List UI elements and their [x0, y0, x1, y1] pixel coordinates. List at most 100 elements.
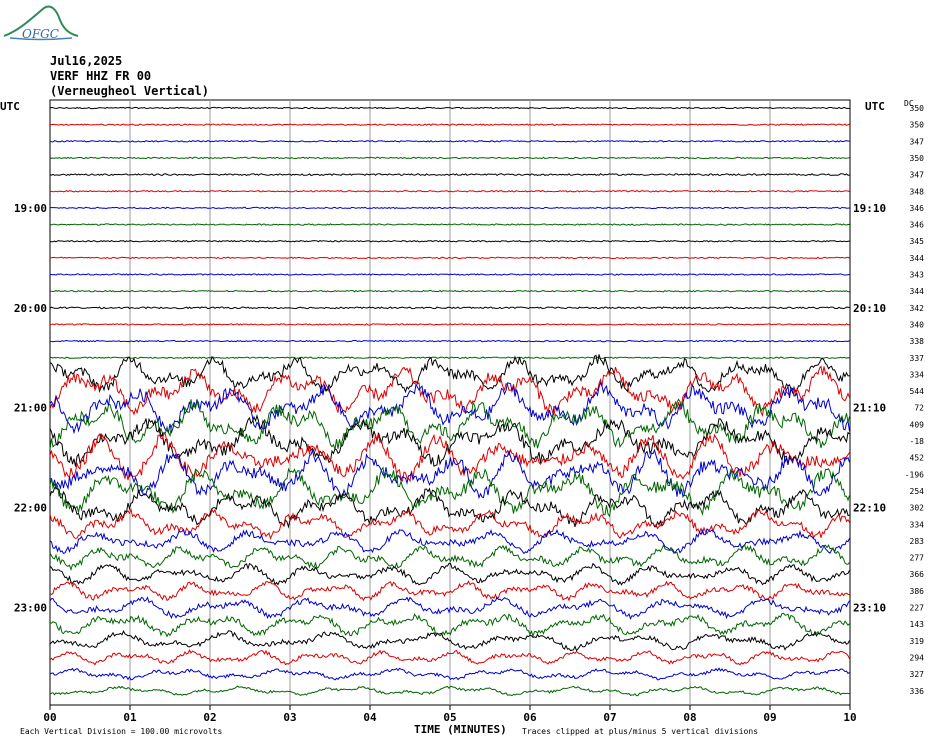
hour-label-right-2110: 21:10 [853, 402, 886, 415]
x-tick-label-09: 09 [763, 711, 776, 724]
trace-row-14 [49, 339, 850, 343]
trace-row-11 [50, 289, 850, 293]
trace-row-34 [49, 667, 850, 681]
trace-row-28 [49, 562, 850, 586]
x-tick-label-01: 01 [123, 711, 137, 724]
dc-offset-18: 72 [914, 404, 924, 413]
dc-offset-19: 409 [910, 420, 925, 429]
trace-row-22 [49, 448, 850, 500]
hour-label-left-2000: 20:00 [14, 302, 47, 315]
trace-row-5 [49, 189, 850, 193]
dc-offset-17: 544 [910, 387, 925, 396]
trace-row-26 [49, 528, 850, 555]
x-axis-label: TIME (MINUTES) [414, 723, 507, 736]
dc-offset-14: 338 [910, 337, 925, 346]
clip-note: Traces clipped at plus/minus 5 vertical … [522, 727, 759, 736]
trace-row-20 [49, 414, 850, 467]
hour-label-left-1900: 19:00 [14, 202, 47, 215]
dc-offset-22: -196 [905, 470, 924, 479]
trace-row-1 [49, 123, 850, 126]
station-location: (Verneugheol Vertical) [50, 84, 209, 98]
trace-row-13 [49, 323, 850, 326]
trace-row-33 [49, 648, 850, 666]
dc-offset-29: 386 [910, 587, 925, 596]
station-code: VERF HHZ FR 00 [50, 69, 152, 83]
logo-text: OFGC [22, 27, 59, 41]
dc-offset-28: 366 [910, 570, 925, 579]
dc-offset-1: 350 [910, 121, 925, 130]
trace-row-15 [49, 356, 850, 360]
x-tick-label-06: 06 [523, 711, 537, 724]
hour-label-right-2010: 20:10 [853, 302, 886, 315]
dc-offset-10: 343 [910, 271, 925, 280]
dc-offset-0: 350 [910, 104, 925, 113]
dc-offset-11: 344 [910, 287, 925, 296]
trace-row-35 [49, 685, 850, 697]
dc-offset-15: 337 [910, 354, 925, 363]
trace-row-10 [49, 273, 850, 276]
trace-row-4 [49, 173, 850, 177]
trace-row-23 [49, 466, 850, 518]
dc-offset-31: 143 [910, 620, 925, 629]
dc-offset-26: 283 [910, 537, 925, 546]
dc-offset-2: 347 [910, 137, 925, 146]
trace-row-24 [49, 487, 850, 529]
dc-offset-9: 344 [910, 254, 925, 263]
dc-offset-7: 346 [910, 221, 925, 230]
dc-offset-23: 254 [910, 487, 925, 496]
x-tick-label-05: 05 [443, 711, 456, 724]
dc-offset-33: 294 [910, 653, 925, 662]
dc-offset-24: 302 [910, 504, 925, 513]
dc-offset-35: 336 [910, 687, 925, 696]
dc-offset-34: 327 [910, 670, 925, 679]
hour-label-left-2200: 22:00 [14, 502, 47, 515]
hour-label-right-2310: 23:10 [853, 602, 886, 615]
hour-label-right-2210: 22:10 [853, 502, 886, 515]
dc-offset-6: 346 [910, 204, 925, 213]
x-tick-label-02: 02 [203, 711, 216, 724]
plot-date: Jul16,2025 [50, 54, 123, 68]
trace-row-27 [49, 543, 850, 572]
dc-offset-3: 350 [910, 154, 925, 163]
x-tick-label-04: 04 [363, 711, 377, 724]
utc-label-left: UTC [0, 100, 20, 113]
trace-row-32 [49, 629, 850, 652]
x-tick-label-00: 00 [43, 711, 56, 724]
dc-offset-8: 345 [910, 237, 925, 246]
trace-row-9 [49, 256, 850, 260]
dc-offset-13: 340 [910, 320, 925, 329]
trace-row-30 [49, 596, 850, 621]
dc-offset-25: 334 [910, 520, 925, 529]
trace-row-3 [49, 156, 850, 160]
trace-row-18 [49, 381, 850, 435]
hour-label-right-1910: 19:10 [853, 202, 886, 215]
dc-offset-12: 342 [910, 304, 925, 313]
trace-row-6 [50, 206, 850, 210]
trace-row-2 [49, 140, 850, 143]
dc-offset-20: -18 [910, 437, 925, 446]
x-tick-label-10: 10 [843, 711, 856, 724]
logo-mountain-icon [3, 5, 79, 37]
dc-offset-16: 334 [910, 370, 925, 379]
hour-label-left-2300: 23:00 [14, 602, 47, 615]
x-tick-label-07: 07 [603, 711, 616, 724]
trace-row-8 [49, 239, 850, 243]
x-tick-label-03: 03 [283, 711, 296, 724]
trace-row-19 [49, 398, 850, 450]
dc-offset-4: 347 [910, 171, 925, 180]
dc-offset-27: 277 [910, 554, 925, 563]
x-tick-label-08: 08 [683, 711, 696, 724]
trace-row-7 [49, 223, 850, 226]
hour-label-left-2100: 21:00 [14, 402, 47, 415]
trace-row-21 [49, 432, 850, 483]
dc-offset-21: 452 [910, 454, 925, 463]
trace-row-29 [49, 580, 850, 602]
trace-row-31 [49, 612, 850, 638]
dc-offset-30: 227 [910, 604, 925, 613]
dc-label: DC [904, 99, 914, 108]
scale-note: Each Vertical Division = 100.00 microvol… [20, 727, 223, 736]
trace-row-0 [49, 106, 850, 110]
utc-label-right: UTC [865, 100, 885, 113]
dc-offset-32: 319 [910, 637, 925, 646]
